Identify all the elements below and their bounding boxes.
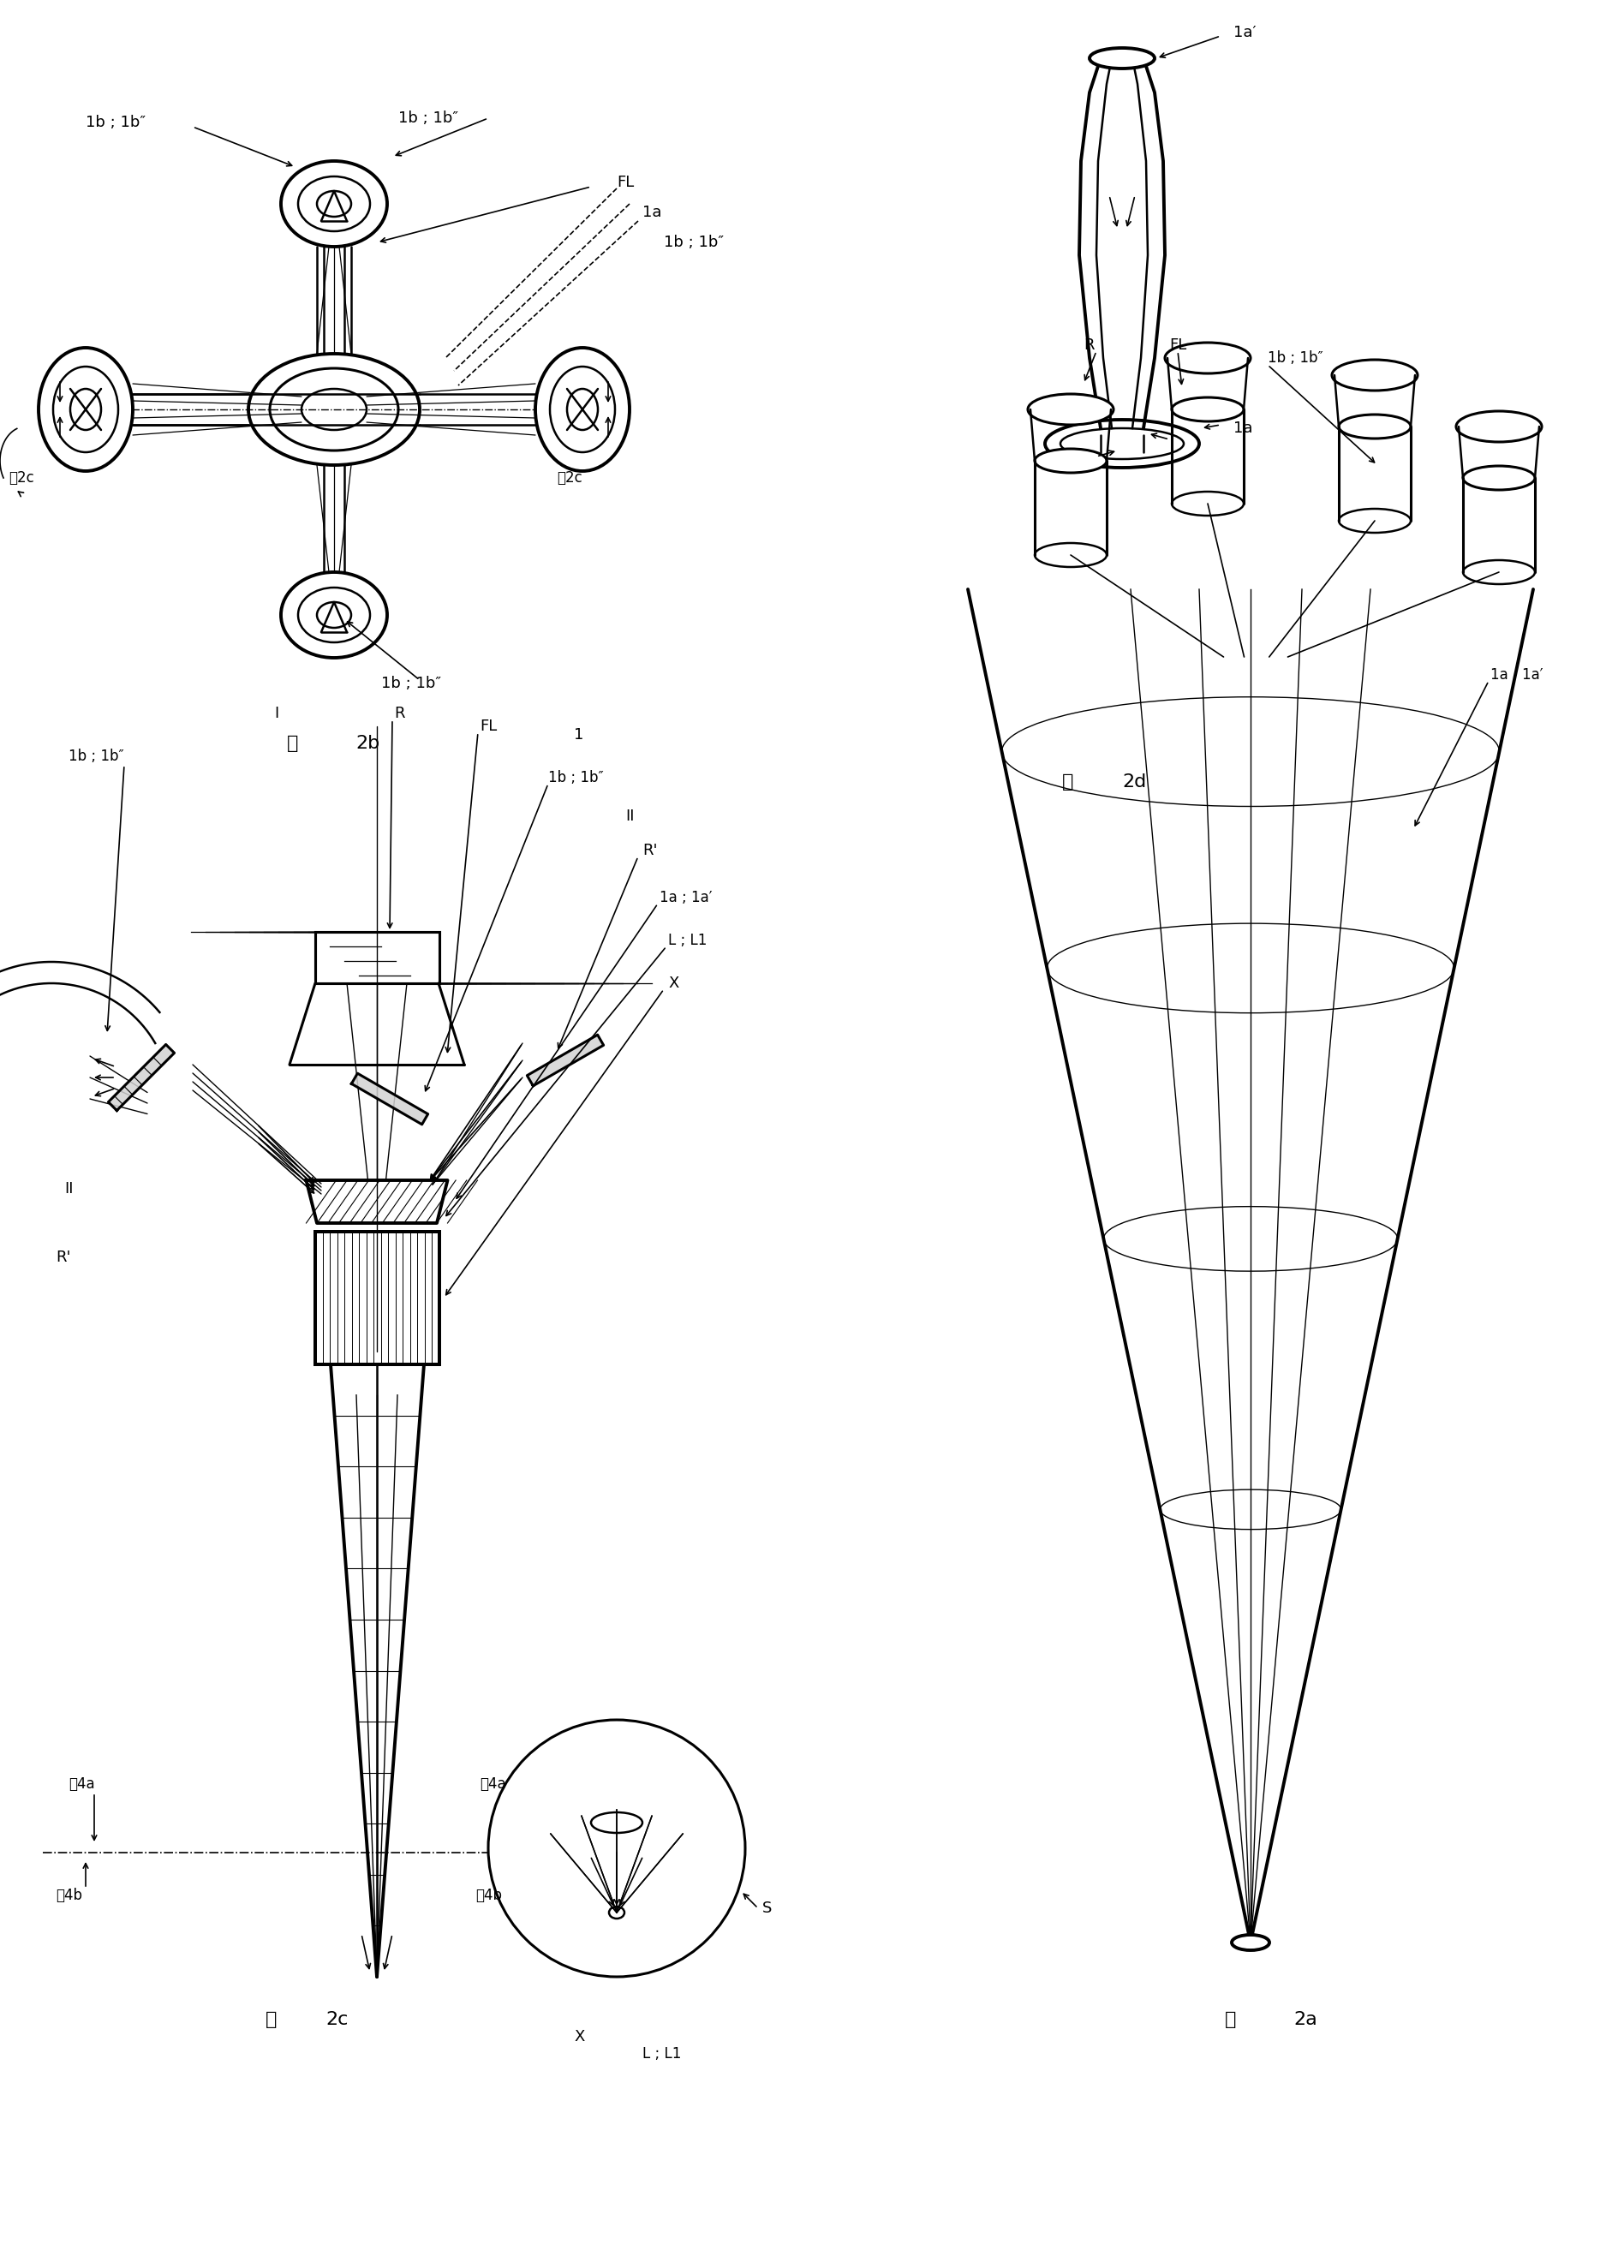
- Text: 图: 图: [287, 735, 299, 753]
- Text: 1a ; 1a′: 1a ; 1a′: [1491, 667, 1543, 683]
- Text: 图4a: 图4a: [479, 1776, 507, 1792]
- Text: X: X: [573, 2030, 585, 2043]
- Text: FL: FL: [479, 719, 497, 735]
- Circle shape: [489, 1719, 745, 1978]
- Text: 1b ; 1b″: 1b ; 1b″: [549, 771, 604, 785]
- Ellipse shape: [1090, 48, 1155, 68]
- Ellipse shape: [39, 347, 133, 472]
- Ellipse shape: [1173, 397, 1244, 422]
- Ellipse shape: [551, 367, 615, 451]
- Ellipse shape: [299, 177, 370, 231]
- Text: 1b ; 1b″: 1b ; 1b″: [1268, 349, 1324, 365]
- Text: 1b ; 1b″: 1b ; 1b″: [68, 748, 123, 764]
- Ellipse shape: [567, 388, 598, 431]
- Ellipse shape: [1338, 415, 1411, 438]
- Ellipse shape: [609, 1907, 624, 1919]
- Ellipse shape: [1463, 465, 1535, 490]
- Ellipse shape: [1164, 342, 1250, 374]
- Ellipse shape: [591, 1812, 643, 1833]
- Ellipse shape: [317, 191, 351, 218]
- Text: FL: FL: [617, 175, 633, 191]
- Text: 1a′: 1a′: [1233, 25, 1257, 41]
- Text: 1: 1: [573, 728, 583, 742]
- Ellipse shape: [281, 572, 387, 658]
- Text: 图: 图: [1062, 773, 1073, 792]
- Bar: [315, 1232, 440, 1365]
- Ellipse shape: [270, 367, 398, 451]
- Text: R: R: [1083, 338, 1095, 354]
- Ellipse shape: [248, 354, 419, 465]
- Bar: [315, 932, 440, 984]
- Text: L ; L1: L ; L1: [643, 2046, 682, 2062]
- Text: 1b ; 1b″: 1b ; 1b″: [86, 116, 146, 129]
- Ellipse shape: [1332, 361, 1418, 390]
- Ellipse shape: [54, 367, 119, 451]
- Ellipse shape: [1044, 420, 1199, 467]
- Polygon shape: [109, 1046, 174, 1111]
- Text: II: II: [625, 807, 635, 823]
- Ellipse shape: [1338, 508, 1411, 533]
- Text: R': R': [643, 844, 658, 857]
- Text: I: I: [274, 705, 279, 721]
- Text: R: R: [395, 705, 404, 721]
- Text: 图: 图: [266, 2012, 278, 2028]
- Ellipse shape: [1173, 492, 1244, 515]
- Text: 图4b: 图4b: [476, 1887, 502, 1903]
- Text: 2a: 2a: [1293, 2012, 1317, 2028]
- Bar: [315, 932, 440, 984]
- Ellipse shape: [1034, 449, 1106, 472]
- Polygon shape: [351, 1073, 429, 1125]
- Text: 1b ; 1b″: 1b ; 1b″: [398, 111, 458, 127]
- Text: 2c: 2c: [325, 2012, 348, 2028]
- Ellipse shape: [299, 587, 370, 642]
- Text: II: II: [65, 1182, 73, 1198]
- Ellipse shape: [1060, 429, 1184, 458]
- Text: L ; L1: L ; L1: [667, 932, 706, 948]
- Ellipse shape: [317, 601, 351, 628]
- Polygon shape: [528, 1034, 604, 1086]
- Text: X: X: [667, 975, 679, 991]
- Text: 图4b: 图4b: [55, 1887, 83, 1903]
- Text: 图2c: 图2c: [8, 469, 34, 485]
- Ellipse shape: [536, 347, 630, 472]
- Polygon shape: [307, 1179, 448, 1222]
- Text: 2d: 2d: [1122, 773, 1147, 792]
- Text: R': R': [55, 1250, 71, 1266]
- Text: 1a ; 1a′: 1a ; 1a′: [659, 889, 713, 905]
- Text: 1a: 1a: [643, 204, 661, 220]
- Ellipse shape: [302, 388, 367, 431]
- Text: 图: 图: [1224, 2012, 1236, 2028]
- Text: 1a: 1a: [1233, 420, 1252, 435]
- Ellipse shape: [1034, 542, 1106, 567]
- Text: 1b ; 1b″: 1b ; 1b″: [664, 234, 724, 249]
- Text: 2b: 2b: [356, 735, 380, 753]
- Ellipse shape: [1028, 395, 1114, 424]
- Text: 图2c: 图2c: [557, 469, 583, 485]
- Text: S: S: [762, 1901, 771, 1916]
- Text: 1b ; 1b″: 1b ; 1b″: [382, 676, 442, 692]
- Ellipse shape: [1457, 411, 1541, 442]
- Ellipse shape: [1231, 1935, 1270, 1950]
- Ellipse shape: [281, 161, 387, 247]
- Text: FL: FL: [1169, 338, 1187, 354]
- Text: 图4a: 图4a: [68, 1776, 94, 1792]
- Bar: [315, 1232, 440, 1365]
- Ellipse shape: [1463, 560, 1535, 585]
- Ellipse shape: [70, 388, 101, 431]
